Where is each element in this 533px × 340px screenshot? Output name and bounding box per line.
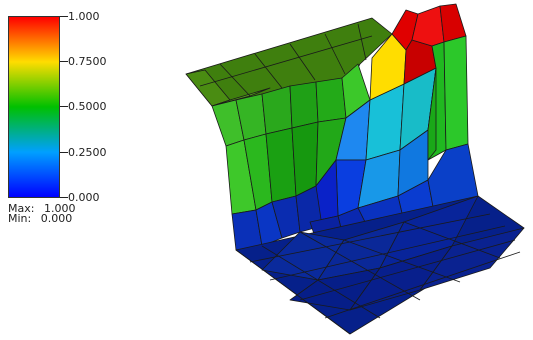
tick-mark (60, 106, 68, 107)
tick-label-1: 1.000 (68, 10, 100, 23)
min-value: 0.000 (40, 212, 73, 225)
green-wall (225, 117, 347, 215)
max-value: 1.000 (43, 202, 76, 215)
max-readout: Max: 1.000 (8, 203, 75, 214)
tick-label-0: 0.000 (68, 191, 100, 204)
min-label: Min: (8, 212, 32, 225)
color-legend: 1.000 0.7500 0.5000 0.2500 0.000 Max: 1.… (0, 0, 160, 230)
blue-floor (235, 195, 525, 335)
min-readout: Min: 0.000 (8, 213, 72, 224)
tick-mark (60, 61, 68, 62)
tick-label-0-75: 0.7500 (68, 55, 107, 68)
colorbar (8, 16, 60, 198)
max-label: Max: (8, 202, 35, 215)
right-green-columns (427, 35, 469, 161)
plateau-top (185, 17, 393, 107)
tick-label-0-25: 0.2500 (68, 146, 107, 159)
tick-mark (60, 16, 68, 17)
tick-mark (60, 152, 68, 153)
red-crest (391, 3, 467, 85)
cyan-region (309, 67, 437, 223)
tick-mark (60, 197, 68, 198)
tick-label-0-5: 0.5000 (68, 100, 107, 113)
